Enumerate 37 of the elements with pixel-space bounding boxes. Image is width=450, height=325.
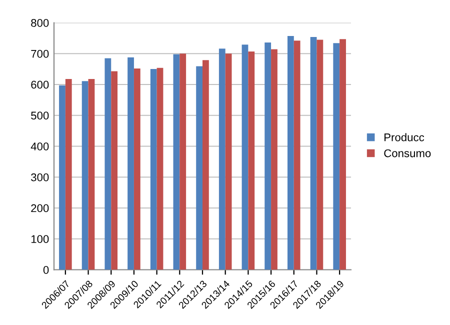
bar	[104, 58, 112, 270]
bar	[294, 40, 300, 270]
bar	[173, 54, 180, 270]
bar	[202, 60, 209, 270]
legend-label: Producc	[384, 133, 424, 142]
bar	[248, 51, 255, 270]
bar	[316, 40, 324, 270]
bar	[264, 42, 272, 270]
bar	[88, 78, 95, 270]
bar	[150, 69, 157, 270]
y-tick-label: 800	[31, 19, 49, 27]
y-tick-label: 300	[31, 173, 49, 182]
y-tick-label: 700	[31, 50, 49, 58]
bar	[196, 66, 202, 270]
bar	[310, 36, 317, 270]
bar	[242, 44, 248, 270]
y-tick-label: 0	[43, 266, 49, 274]
legend-label: Consumo	[384, 149, 431, 158]
y-tick-label: 400	[30, 142, 49, 150]
bar	[156, 68, 164, 270]
bar	[333, 43, 340, 270]
bar	[180, 54, 186, 270]
y-tick-label: 600	[31, 80, 49, 89]
bar	[134, 68, 140, 270]
bar	[225, 54, 232, 270]
bar	[340, 39, 346, 270]
bar	[59, 85, 66, 270]
bar	[271, 49, 278, 270]
y-tick-label: 100	[31, 235, 49, 244]
bar	[111, 71, 118, 270]
y-tick-label: 500	[31, 112, 49, 120]
bar	[287, 36, 294, 270]
bar	[128, 57, 134, 270]
y-tick-label: 200	[31, 204, 49, 212]
bar	[82, 81, 88, 270]
bar	[65, 78, 72, 270]
bar	[218, 48, 226, 270]
